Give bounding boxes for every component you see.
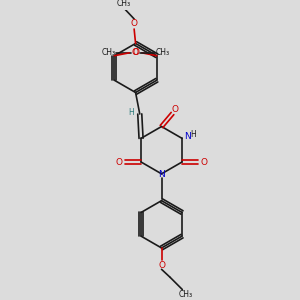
Text: O: O [172, 105, 179, 114]
Text: O: O [200, 158, 207, 166]
Text: O: O [116, 158, 123, 166]
Text: CH₃: CH₃ [178, 290, 192, 299]
Text: H: H [191, 130, 197, 140]
Text: O: O [130, 19, 138, 28]
Text: CH₃: CH₃ [102, 48, 116, 57]
Text: CH₃: CH₃ [155, 48, 170, 57]
Text: N: N [158, 170, 165, 179]
Text: H: H [128, 108, 134, 117]
Text: O: O [158, 261, 165, 270]
Text: O: O [132, 48, 139, 57]
Text: O: O [132, 48, 139, 57]
Text: CH₃: CH₃ [117, 0, 131, 8]
Text: N: N [184, 132, 190, 141]
